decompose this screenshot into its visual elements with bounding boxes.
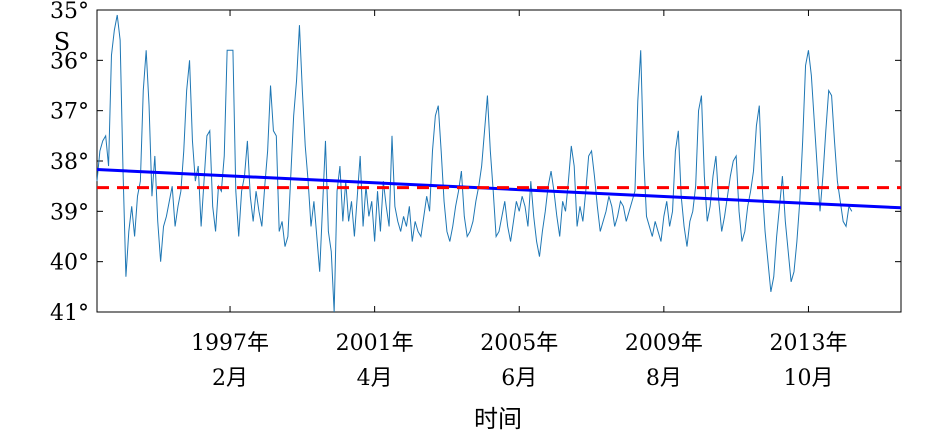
x-tick-label-year: 2005年 [480, 331, 558, 356]
y-tick-label: 38° [50, 150, 89, 175]
y-tick-label: 40° [50, 251, 89, 276]
x-tick-label-year: 2013年 [769, 331, 847, 356]
x-tick-label-month: 8月 [646, 366, 682, 391]
x-tick-label-month: 10月 [783, 366, 833, 391]
y-axis-title: S [54, 28, 70, 56]
y-tick-label: 39° [50, 200, 89, 225]
x-tick-label-month: 4月 [357, 366, 393, 391]
series-layer [96, 14, 902, 313]
x-tick-label-year: 2009年 [625, 331, 703, 356]
x-tick-label-year: 1997年 [191, 331, 269, 356]
x-tick-label-month: 2月 [212, 366, 248, 391]
x-tick-label-month: 6月 [501, 366, 537, 391]
data-series-line [96, 14, 853, 313]
y-tick-label: 41° [50, 301, 89, 326]
x-axis: 1997年 2月 2001年 4月 2005年 6月 2009年 8月 2013年 10月 [191, 10, 847, 391]
x-axis-title: 时间 [474, 405, 522, 433]
y-tick-label: 37° [50, 100, 89, 125]
y-axis: 35° 36° 37° 38° 39° 40° 41° [50, 0, 901, 326]
x-tick-label-year: 2001年 [336, 331, 414, 356]
plot-frame [96, 9, 902, 313]
y-tick-label: 36° [50, 49, 89, 74]
y-tick-label: 35° [50, 0, 89, 24]
plot-area: 35° 36° 37° 38° 39° 40° 41° 1997年 2月 2001年 4月 2005… [50, 0, 902, 391]
